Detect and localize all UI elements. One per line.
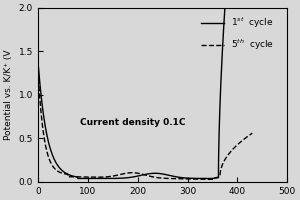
5$^{th}$  cycle	[126, 172, 129, 174]
1$^{st}$  cycle	[159, 172, 162, 175]
5$^{th}$  cycle	[211, 178, 214, 181]
1$^{st}$  cycle	[166, 174, 169, 176]
Line: 1$^{st}$  cycle: 1$^{st}$ cycle	[38, 8, 225, 178]
5$^{th}$  cycle	[209, 178, 212, 181]
Legend: 1$^{st}$  cycle, 5$^{th}$  cycle: 1$^{st}$ cycle, 5$^{th}$ cycle	[198, 12, 278, 55]
5$^{th}$  cycle	[171, 177, 175, 180]
1$^{st}$  cycle	[146, 173, 150, 175]
Y-axis label: Potential vs. K/K⁺ (V: Potential vs. K/K⁺ (V	[4, 50, 13, 140]
1$^{st}$  cycle	[223, 6, 227, 9]
1$^{st}$  cycle	[37, 66, 40, 68]
5$^{th}$  cycle	[65, 173, 68, 175]
1$^{st}$  cycle	[223, 12, 226, 14]
5$^{th}$  cycle	[37, 78, 40, 80]
1$^{st}$  cycle	[202, 177, 206, 180]
Text: Current density 0.1C: Current density 0.1C	[80, 118, 185, 127]
1$^{st}$  cycle	[211, 177, 214, 180]
Line: 5$^{th}$  cycle: 5$^{th}$ cycle	[38, 79, 252, 179]
5$^{th}$  cycle	[159, 177, 162, 179]
5$^{th}$  cycle	[98, 176, 101, 178]
1$^{st}$  cycle	[55, 163, 59, 165]
5$^{th}$  cycle	[250, 132, 254, 134]
